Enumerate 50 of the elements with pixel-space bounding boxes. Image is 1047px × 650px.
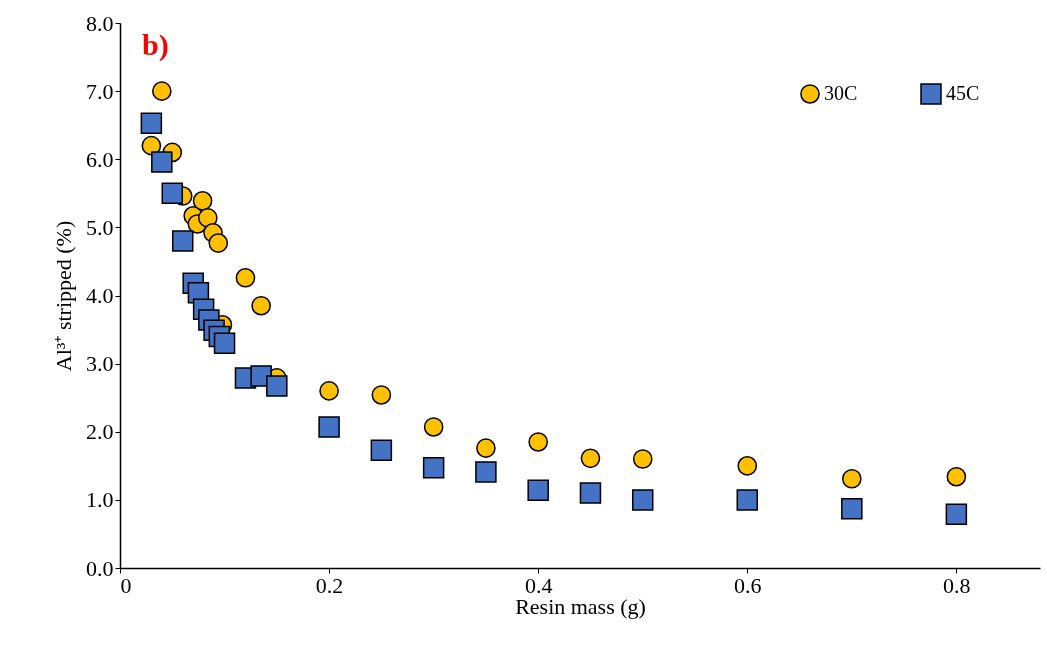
y-tick-label: 0.0: [86, 555, 114, 581]
point: [371, 385, 392, 405]
y-tick-label: 5.0: [86, 214, 114, 240]
y-tick-label: 8.0: [86, 10, 114, 36]
point: [841, 468, 862, 489]
point: [171, 230, 194, 252]
y-tick-label: 1.0: [86, 487, 114, 513]
legend-label: 45C: [946, 82, 980, 104]
point: [476, 438, 496, 458]
point: [737, 456, 758, 476]
x-tick-label: 0.2: [315, 572, 344, 598]
y-tick-label: 7.0: [86, 78, 114, 104]
point: [235, 267, 256, 288]
point: [527, 479, 549, 502]
point: [945, 503, 968, 525]
point: [318, 416, 340, 438]
point: [151, 151, 173, 173]
point: [266, 375, 288, 397]
point: [370, 439, 393, 461]
x-tick-label: 0: [120, 572, 132, 598]
point: [475, 461, 497, 483]
point: [208, 233, 229, 253]
x-tick-label: 0.6: [734, 572, 762, 598]
point: [528, 432, 549, 452]
y-axis-title: Al³⁺ stripped (%): [51, 220, 76, 372]
point: [151, 81, 172, 101]
point: [141, 135, 162, 156]
point: [197, 208, 218, 228]
point: [192, 190, 213, 211]
x-tick-label: 0.8: [943, 572, 971, 598]
annotation: b): [142, 28, 169, 62]
point: [422, 457, 445, 479]
legend-label: 30C: [824, 81, 858, 104]
point: [140, 112, 163, 134]
y-tick-label: 2.0: [86, 419, 114, 445]
y-tick-label: 3.0: [86, 351, 114, 377]
point: [580, 448, 601, 469]
point: [319, 381, 339, 401]
y-tick-label: 4.0: [86, 283, 114, 308]
point: [251, 295, 271, 316]
point: [841, 497, 863, 520]
point: [213, 332, 236, 354]
point: [423, 417, 444, 437]
point: [946, 466, 967, 487]
y-tick-label: 6.0: [86, 146, 114, 172]
point: [161, 182, 184, 205]
point: [631, 489, 654, 511]
point: [736, 489, 759, 511]
point: [579, 482, 602, 504]
point: [632, 449, 653, 469]
